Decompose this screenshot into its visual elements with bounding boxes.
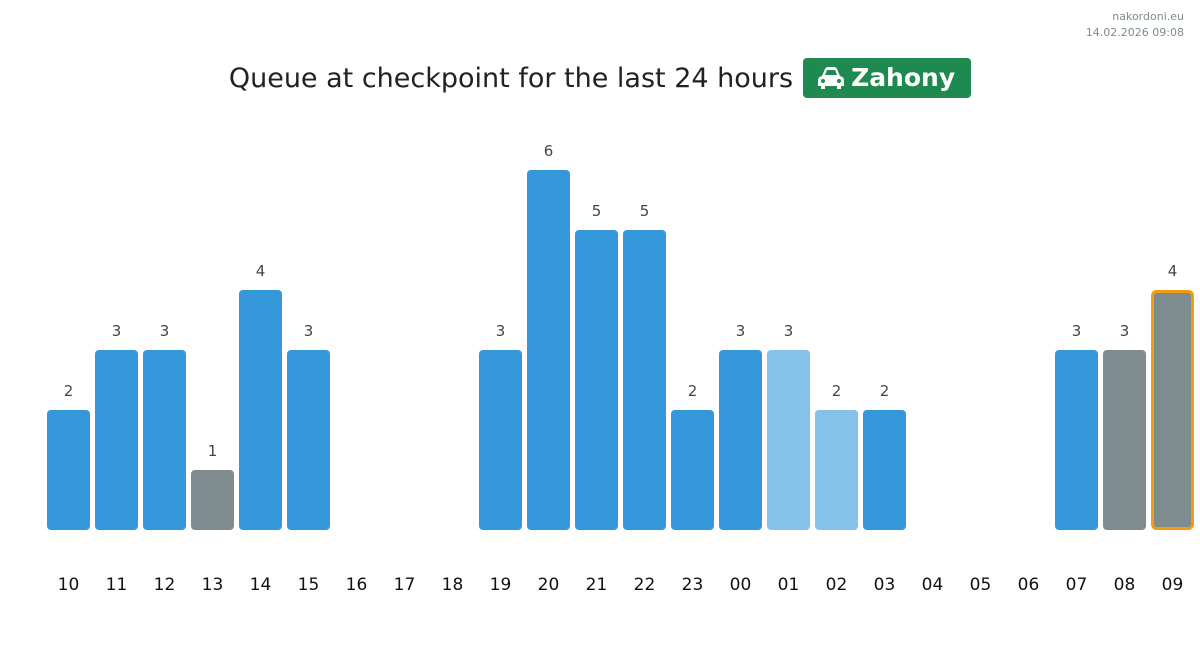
x-tick-label: 20 bbox=[538, 575, 560, 595]
x-tick-label: 06 bbox=[1018, 575, 1040, 595]
x-tick-label: 01 bbox=[778, 575, 800, 595]
value-label: 4 bbox=[1168, 262, 1178, 280]
value-label: 3 bbox=[160, 322, 170, 340]
bar bbox=[47, 410, 90, 530]
x-tick-label: 10 bbox=[58, 575, 80, 595]
value-label: 4 bbox=[256, 262, 266, 280]
value-label: 3 bbox=[112, 322, 122, 340]
bar bbox=[527, 170, 570, 530]
value-label: 2 bbox=[880, 382, 890, 400]
x-tick-label: 08 bbox=[1114, 575, 1136, 595]
bar bbox=[671, 410, 714, 530]
value-label: 3 bbox=[496, 322, 506, 340]
value-label: 2 bbox=[64, 382, 74, 400]
value-label: 2 bbox=[688, 382, 698, 400]
bar bbox=[815, 410, 858, 530]
bar bbox=[287, 350, 330, 530]
x-tick-label: 13 bbox=[202, 575, 224, 595]
checkpoint-badge[interactable]: Zahony bbox=[803, 58, 972, 98]
bar bbox=[767, 350, 810, 530]
value-label: 3 bbox=[784, 322, 794, 340]
x-tick-label: 03 bbox=[874, 575, 896, 595]
bar bbox=[143, 350, 186, 530]
value-label: 3 bbox=[304, 322, 314, 340]
value-label: 5 bbox=[640, 202, 650, 220]
bar bbox=[239, 290, 282, 530]
x-tick-label: 15 bbox=[298, 575, 320, 595]
x-tick-label: 11 bbox=[106, 575, 128, 595]
car-icon bbox=[818, 66, 845, 89]
value-label: 5 bbox=[592, 202, 602, 220]
x-tick-label: 04 bbox=[922, 575, 944, 595]
timestamp: 14.02.2026 09:08 bbox=[1085, 26, 1184, 39]
value-label: 3 bbox=[1120, 322, 1130, 340]
x-tick-label: 22 bbox=[634, 575, 656, 595]
bar bbox=[95, 350, 138, 530]
bar bbox=[863, 410, 906, 530]
x-tick-label: 12 bbox=[154, 575, 176, 595]
x-tick-label: 16 bbox=[346, 575, 368, 595]
value-label: 6 bbox=[544, 142, 554, 160]
x-tick-label: 09 bbox=[1162, 575, 1184, 595]
brand: nakordoni.eu 14.02.2026 09:08 bbox=[1086, 9, 1184, 41]
bar bbox=[1103, 350, 1146, 530]
bar bbox=[623, 230, 666, 530]
header: Queue at checkpoint for the last 24 hour… bbox=[0, 58, 1200, 98]
x-tick-label: 23 bbox=[682, 575, 704, 595]
bar bbox=[719, 350, 762, 530]
x-tick-label: 21 bbox=[586, 575, 608, 595]
value-label: 3 bbox=[1072, 322, 1082, 340]
bar bbox=[1055, 350, 1098, 530]
bar bbox=[479, 350, 522, 530]
x-tick-label: 02 bbox=[826, 575, 848, 595]
bar bbox=[191, 470, 234, 530]
site-name[interactable]: nakordoni.eu bbox=[1112, 10, 1184, 23]
x-tick-label: 17 bbox=[394, 575, 416, 595]
value-label: 1 bbox=[208, 442, 218, 460]
bar bbox=[575, 230, 618, 530]
x-tick-label: 14 bbox=[250, 575, 272, 595]
x-tick-label: 07 bbox=[1066, 575, 1088, 595]
x-tick-label: 05 bbox=[970, 575, 992, 595]
chart-title: Queue at checkpoint for the last 24 hour… bbox=[228, 62, 794, 94]
value-label: 3 bbox=[736, 322, 746, 340]
x-tick-label: 19 bbox=[490, 575, 512, 595]
value-label: 2 bbox=[832, 382, 842, 400]
bar bbox=[1151, 290, 1194, 530]
x-tick-label: 00 bbox=[730, 575, 752, 595]
x-tick-label: 18 bbox=[442, 575, 464, 595]
badge-text: Zahony bbox=[851, 63, 956, 92]
